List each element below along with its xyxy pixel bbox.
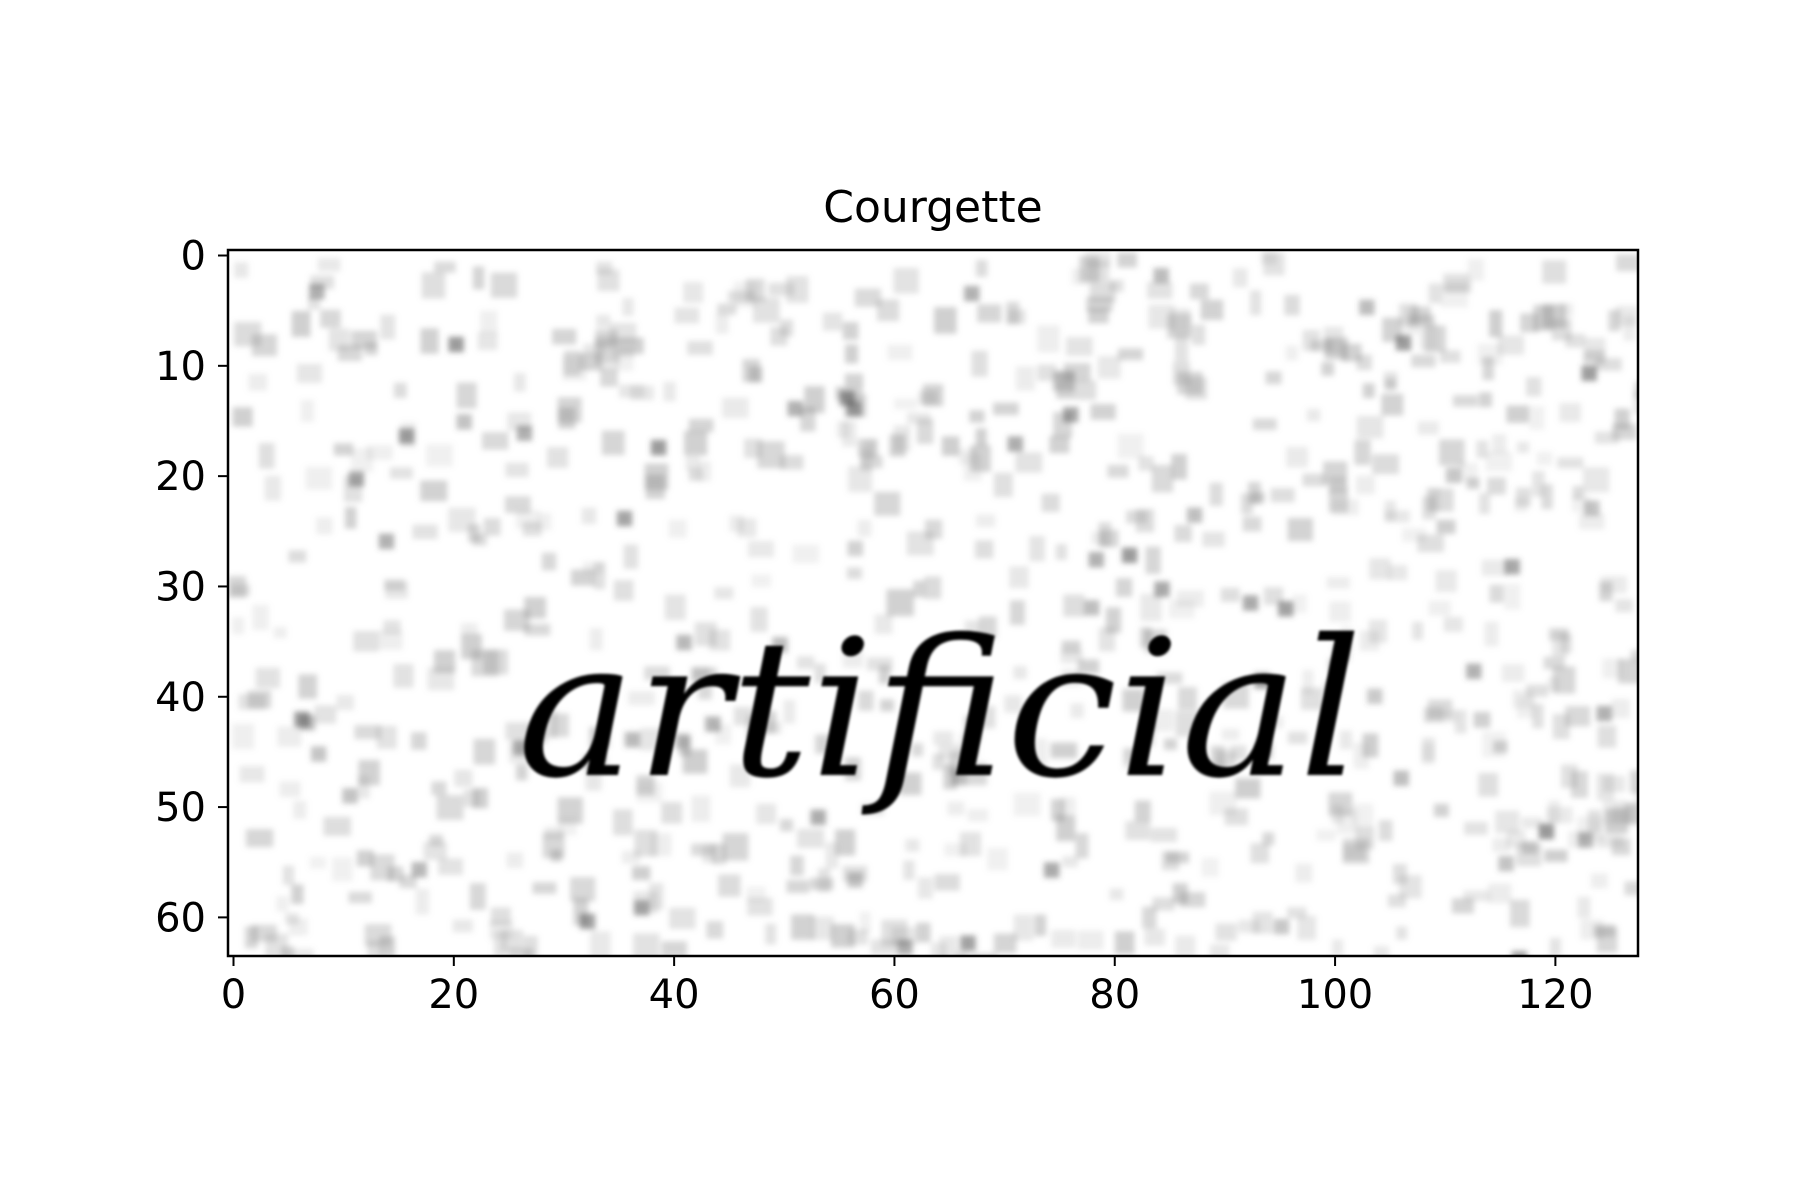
y-tick-label: 0 <box>181 234 206 280</box>
x-tick-label: 120 <box>1517 972 1593 1018</box>
x-tick-label: 80 <box>1089 972 1140 1018</box>
y-tick-label: 50 <box>155 785 206 831</box>
y-tick-label: 60 <box>155 895 206 941</box>
chart-title: Courgette <box>823 182 1042 233</box>
x-tick-label: 20 <box>428 972 479 1018</box>
x-tick-label: 0 <box>221 972 246 1018</box>
image-background <box>228 250 1638 956</box>
axes-frame <box>226 248 1640 958</box>
image-area: artificial <box>228 250 1638 956</box>
x-axis: 0 20 40 60 80 100 120 <box>221 956 1594 1018</box>
y-tick-label: 40 <box>155 675 206 721</box>
image-word: artificial <box>518 599 1363 820</box>
y-tick-label: 10 <box>155 344 206 390</box>
x-tick-label: 60 <box>869 972 920 1018</box>
y-tick-label: 30 <box>155 564 206 610</box>
y-axis: 0 10 20 30 40 50 60 <box>155 234 228 941</box>
x-tick-label: 40 <box>649 972 700 1018</box>
x-tick-label: 100 <box>1297 972 1373 1018</box>
noise-texture <box>228 251 1638 956</box>
y-tick-label: 20 <box>155 454 206 500</box>
